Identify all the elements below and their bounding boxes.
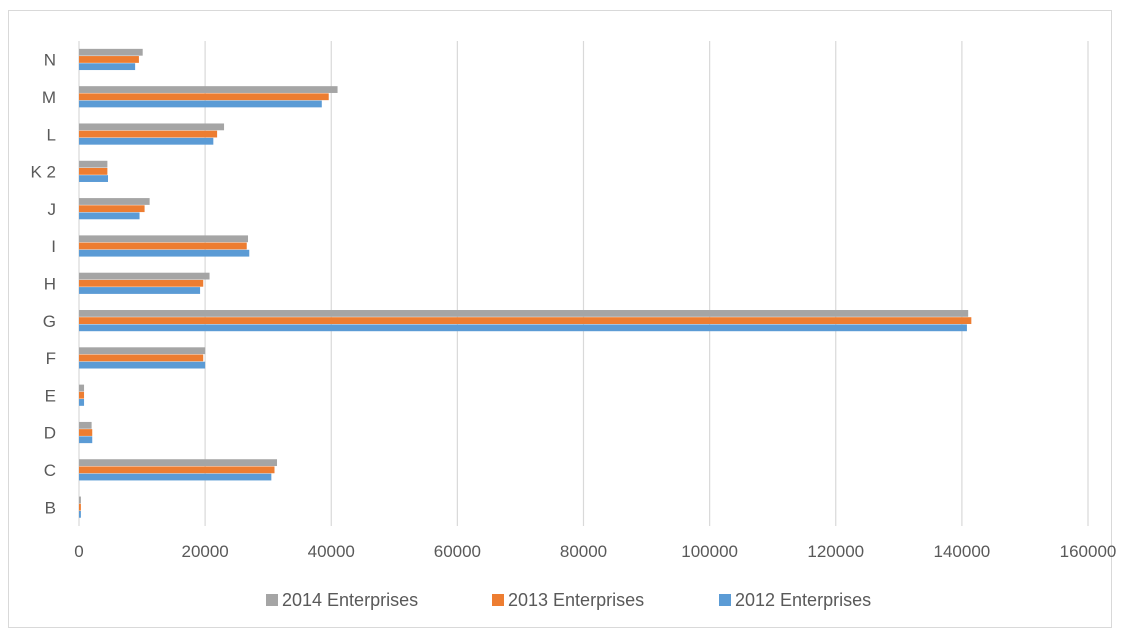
bar-c-series-1 <box>79 466 275 474</box>
bar-f-series-1 <box>79 354 204 362</box>
y-tick-label: G <box>43 312 56 331</box>
bar-l-series-2 <box>79 123 225 131</box>
bar-i-series-0 <box>79 249 250 257</box>
x-tick-label: 80000 <box>560 542 607 561</box>
x-tick-label: 40000 <box>308 542 355 561</box>
bar-j-series-1 <box>79 205 145 213</box>
bar-l-series-0 <box>79 137 214 145</box>
y-tick-label: M <box>42 88 56 107</box>
bar-e-series-2 <box>79 384 85 392</box>
bar-m-series-2 <box>79 86 338 93</box>
legend-label: 2013 Enterprises <box>508 590 644 610</box>
bar-c-series-0 <box>79 473 272 481</box>
x-tick-label: 100000 <box>681 542 738 561</box>
legend-label: 2012 Enterprises <box>735 590 871 610</box>
bar-k-2-series-1 <box>79 167 108 175</box>
bar-k-2-series-2 <box>79 160 108 168</box>
legend-swatch <box>719 594 731 606</box>
y-tick-label: B <box>45 498 56 517</box>
x-tick-label: 140000 <box>934 542 991 561</box>
y-tick-label: I <box>51 237 56 256</box>
bar-j-series-2 <box>79 198 150 205</box>
legend: 2014 Enterprises 2013 Enterprises 2012 Ent… <box>266 590 871 610</box>
x-tick-label: 60000 <box>434 542 481 561</box>
legend-swatch <box>266 594 278 606</box>
bar-n-series-1 <box>79 56 139 63</box>
x-tick-label: 120000 <box>807 542 864 561</box>
bar-h-series-1 <box>79 279 204 287</box>
bar-i-series-1 <box>79 242 247 250</box>
y-tick-label: E <box>45 386 56 405</box>
x-tick-label: 0 <box>74 542 83 561</box>
y-tick-label: C <box>44 461 56 480</box>
bar-g-series-2 <box>79 310 969 317</box>
y-tick-label: N <box>44 51 56 70</box>
bar-d-series-1 <box>79 429 93 436</box>
bar-f-series-0 <box>79 361 206 369</box>
legend-swatch <box>492 594 504 606</box>
bar-b-series-0 <box>79 510 81 518</box>
bar-k-2-series-0 <box>79 175 109 182</box>
bar-e-series-0 <box>79 399 85 406</box>
gridlines <box>78 41 1089 526</box>
bar-m-series-1 <box>79 93 329 101</box>
y-tick-label: K 2 <box>30 163 56 182</box>
bar-m-series-0 <box>79 100 322 108</box>
bar-b-series-2 <box>79 496 81 504</box>
bar-e-series-1 <box>79 391 85 399</box>
y-tick-label: F <box>46 349 56 368</box>
x-tick-label: 20000 <box>181 542 228 561</box>
y-tick-label: J <box>48 200 57 219</box>
bar-h-series-0 <box>79 287 201 294</box>
bar-h-series-2 <box>79 272 210 280</box>
bar-b-series-1 <box>79 503 81 511</box>
bar-d-series-0 <box>79 436 93 444</box>
bar-l-series-1 <box>79 130 218 138</box>
bar-n-series-2 <box>79 48 143 56</box>
y-tick-label: L <box>47 125 56 144</box>
bar-i-series-2 <box>79 235 249 243</box>
bar-g-series-1 <box>79 317 972 325</box>
bar-d-series-2 <box>79 421 92 429</box>
y-tick-label: H <box>44 275 56 294</box>
bar-f-series-2 <box>79 347 206 355</box>
value-axis-labels: 0 20000 40000 60000 80000 100000 120000 140000 1… <box>74 542 1116 561</box>
bar-c-series-2 <box>79 459 278 467</box>
bar-n-series-0 <box>79 63 136 71</box>
bar-j-series-0 <box>79 212 140 220</box>
bars <box>79 48 972 518</box>
x-tick-label: 160000 <box>1060 542 1117 561</box>
legend-label: 2014 Enterprises <box>282 590 418 610</box>
bar-g-series-0 <box>79 324 967 332</box>
y-tick-label: D <box>44 424 56 443</box>
